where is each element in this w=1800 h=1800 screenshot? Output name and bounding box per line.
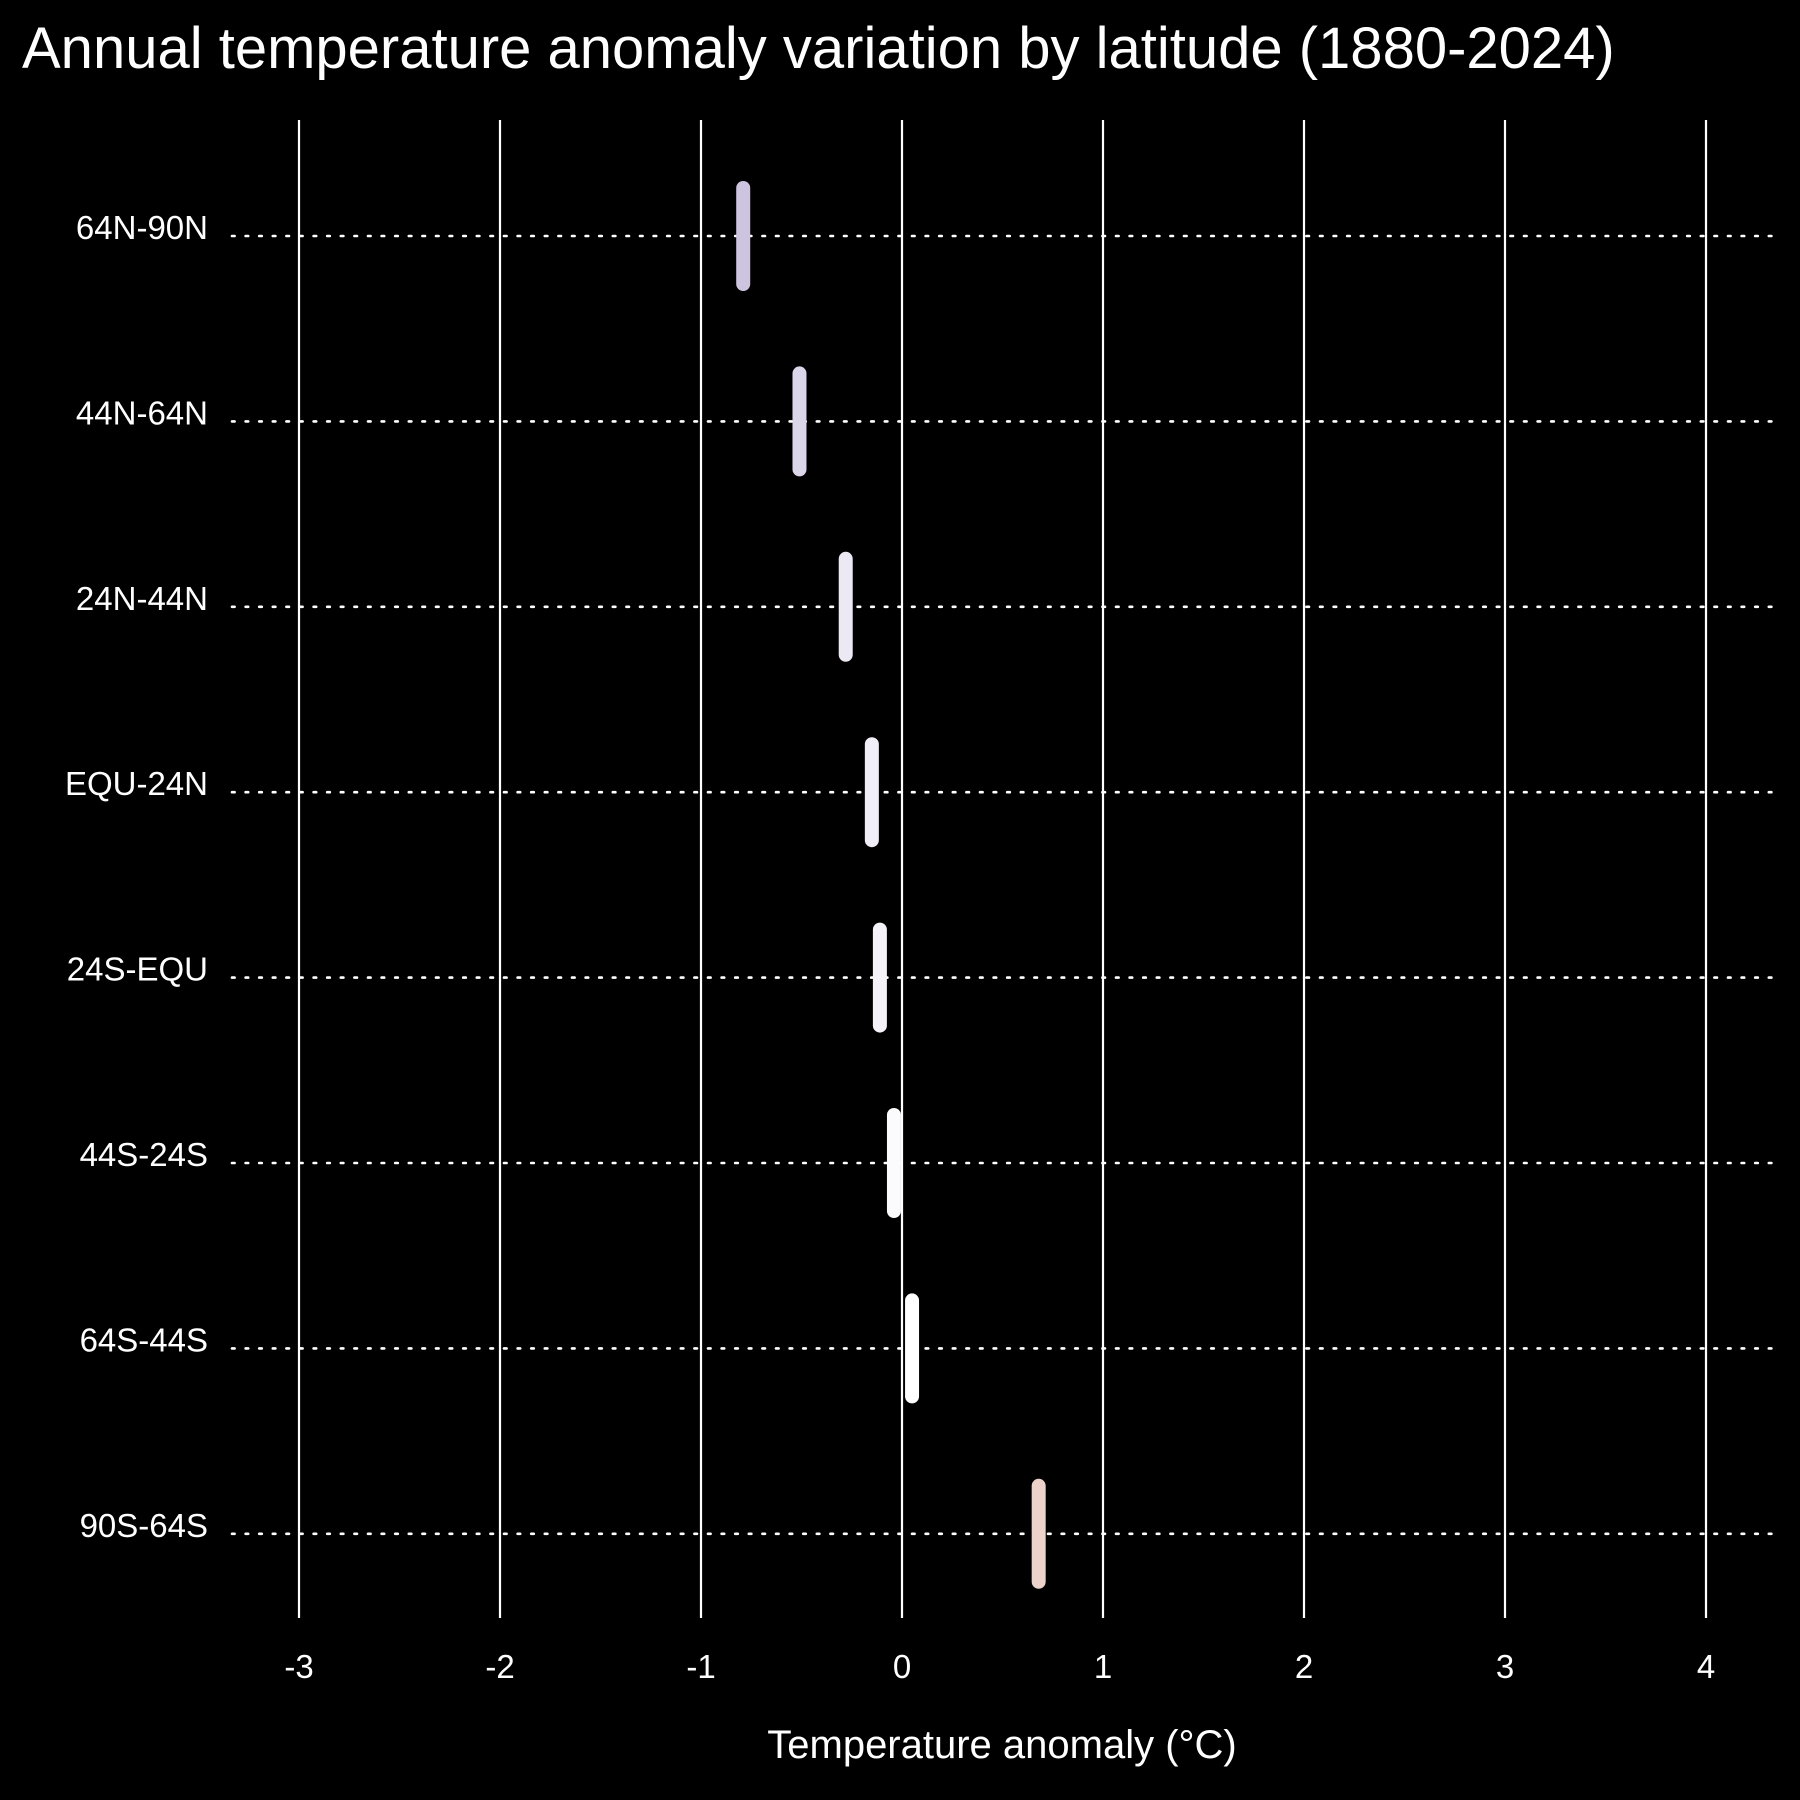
category-label: 24S-EQU (67, 951, 208, 988)
category-label: 90S-64S (80, 1507, 208, 1544)
category-label: 44S-24S (80, 1136, 208, 1173)
x-tick-label: 4 (1697, 1648, 1715, 1685)
anomaly-marks (736, 181, 1046, 1589)
category-gridlines (230, 234, 1774, 1536)
category-label: 64S-44S (80, 1321, 208, 1358)
x-tick-label: -1 (686, 1648, 715, 1685)
x-tick-label: 3 (1496, 1648, 1514, 1685)
x-tick-label: -2 (485, 1648, 514, 1685)
category-labels: 64N-90N 44N-64N 24N-44N EQU-24N 24S-EQU 44S-2… (65, 209, 208, 1544)
category-label: EQU-24N (65, 765, 208, 802)
x-tick-label: 0 (893, 1648, 911, 1685)
x-tick-label: -3 (284, 1648, 313, 1685)
x-tick-labels: -3 -2 -1 0 1 2 3 4 (284, 1648, 1715, 1685)
x-axis-title: Temperature anomaly (°C) (767, 1723, 1237, 1767)
x-tick-label: 2 (1295, 1648, 1313, 1685)
x-tick-label: 1 (1094, 1648, 1112, 1685)
category-label: 64N-90N (76, 209, 208, 246)
category-label: 24N-44N (76, 580, 208, 617)
chart-title: Annual temperature anomaly variation by … (22, 16, 1615, 81)
category-label: 44N-64N (76, 394, 208, 431)
vertical-gridlines (297, 120, 1708, 1618)
